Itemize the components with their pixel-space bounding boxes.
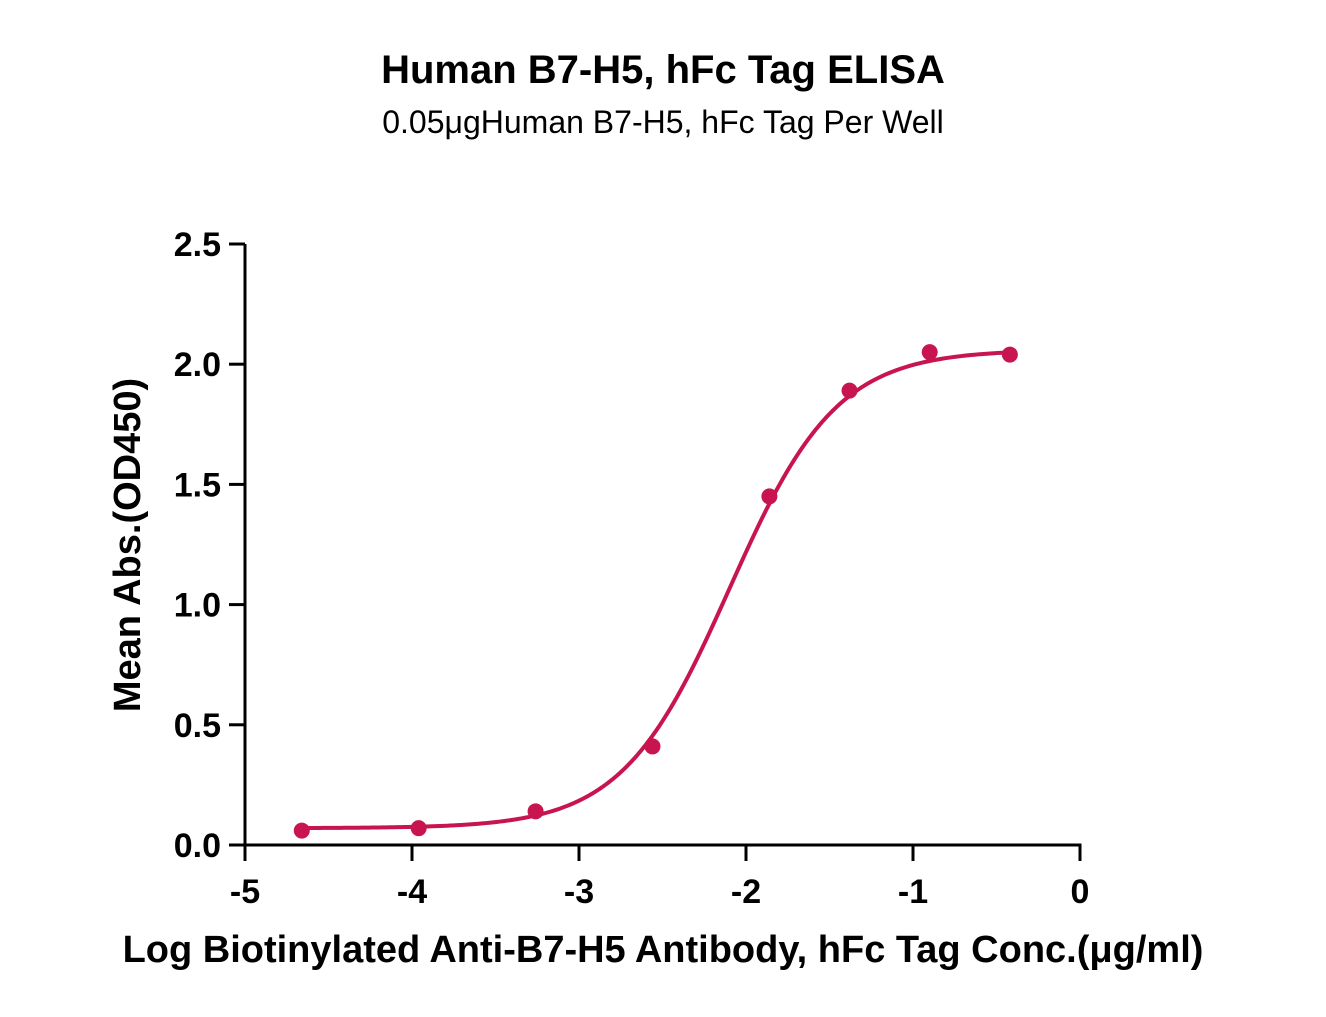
y-tick-label: 1.5: [174, 466, 221, 504]
x-tick-label: -5: [230, 873, 260, 911]
data-point: [921, 344, 938, 361]
x-tick-label: -2: [731, 873, 761, 911]
x-tick-label: 0: [1071, 873, 1090, 911]
x-tick-label: -4: [397, 873, 427, 911]
y-tick-label: 0.5: [174, 707, 221, 745]
chart-subtitle: 0.05μgHuman B7-H5, hFc Tag Per Well: [382, 104, 944, 140]
fit-curve-layer: [299, 350, 1012, 830]
y-tick-label: 2.5: [174, 226, 221, 264]
data-point: [841, 382, 858, 399]
y-tick-label: 0.0: [174, 827, 221, 865]
y-axis-label: Mean Abs.(OD450): [107, 378, 149, 712]
data-point: [527, 803, 544, 820]
x-axis-label: Log Biotinylated Anti-B7-H5 Antibody, hF…: [123, 929, 1204, 971]
data-point: [644, 738, 661, 755]
chart-title: Human B7-H5, hFc Tag ELISA: [381, 48, 945, 92]
fit-curve: [299, 350, 1012, 830]
data-point: [293, 822, 310, 839]
axes: 0.0 0.5 1.0 1.5 2.0 2.5 -5 -4 -3 -2 -1 0: [174, 226, 1090, 911]
x-tick-label: -1: [898, 873, 928, 911]
data-point: [410, 820, 427, 837]
data-point: [761, 488, 778, 505]
x-tick-label: -3: [564, 873, 594, 911]
y-tick-label: 2.0: [174, 346, 221, 384]
data-point: [1001, 346, 1018, 363]
data-points-layer: [293, 344, 1018, 839]
y-tick-label: 1.0: [174, 587, 221, 625]
